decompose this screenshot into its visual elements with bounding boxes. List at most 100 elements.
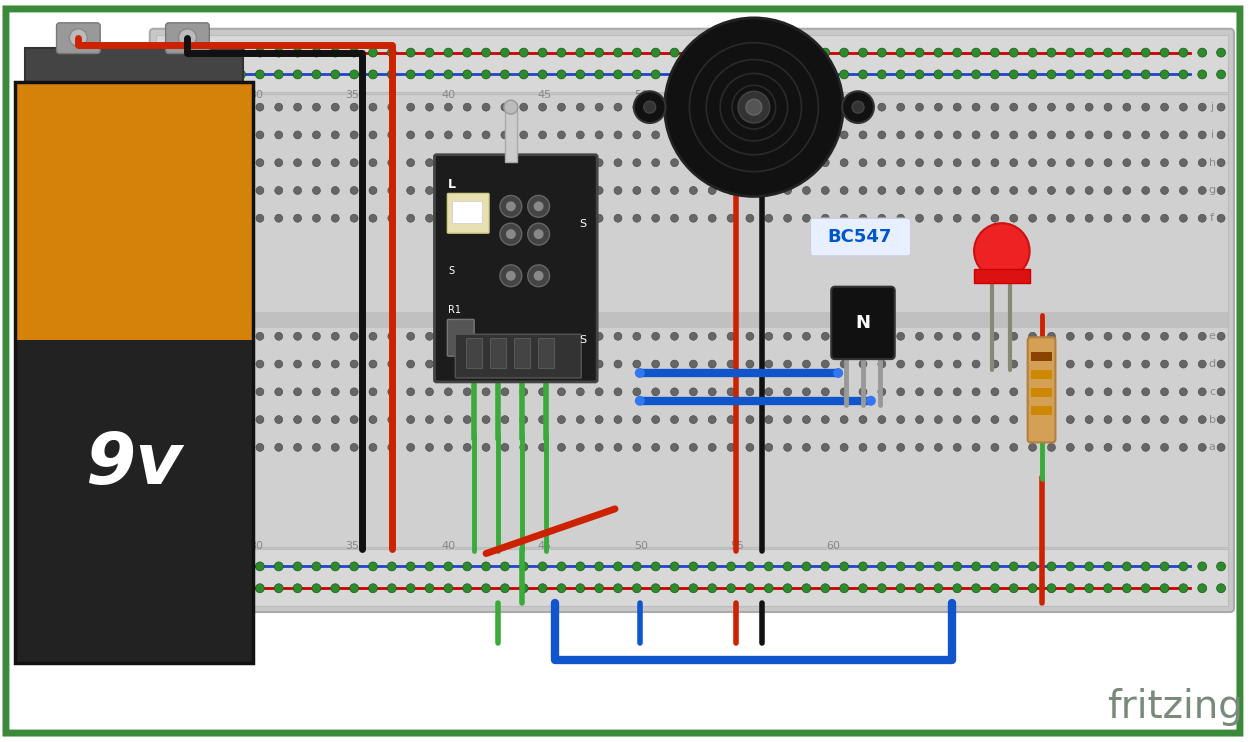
Circle shape [878, 159, 885, 167]
Circle shape [916, 562, 924, 571]
Circle shape [294, 159, 301, 167]
Circle shape [237, 159, 245, 167]
Circle shape [991, 159, 999, 167]
Bar [466, 338, 482, 368]
Circle shape [821, 186, 829, 194]
Circle shape [916, 186, 923, 194]
Circle shape [708, 103, 716, 111]
Circle shape [313, 214, 320, 222]
Circle shape [840, 103, 848, 111]
Circle shape [577, 416, 584, 424]
Circle shape [69, 29, 87, 47]
Circle shape [294, 186, 301, 194]
Circle shape [859, 103, 867, 111]
Circle shape [594, 48, 604, 57]
Circle shape [294, 103, 301, 111]
Bar [25, 47, 242, 82]
Circle shape [953, 48, 962, 57]
Circle shape [1123, 584, 1132, 593]
Circle shape [953, 416, 961, 424]
Circle shape [534, 271, 544, 280]
Circle shape [1179, 48, 1188, 57]
Circle shape [934, 584, 943, 593]
Circle shape [953, 584, 962, 593]
Circle shape [1010, 416, 1017, 424]
Circle shape [1198, 70, 1207, 79]
Circle shape [784, 444, 791, 451]
Circle shape [294, 332, 301, 341]
Circle shape [219, 131, 226, 139]
Circle shape [652, 388, 659, 395]
Circle shape [539, 214, 546, 222]
Circle shape [934, 332, 942, 341]
FancyBboxPatch shape [447, 319, 475, 356]
Circle shape [313, 360, 320, 368]
Circle shape [1198, 360, 1206, 368]
Circle shape [313, 444, 320, 451]
Circle shape [916, 159, 923, 167]
Circle shape [407, 186, 414, 194]
Bar [505, 107, 516, 162]
Circle shape [765, 332, 772, 341]
Circle shape [613, 584, 623, 593]
Circle shape [859, 444, 867, 451]
Circle shape [859, 360, 867, 368]
Circle shape [1123, 360, 1130, 368]
Circle shape [519, 70, 529, 79]
Text: S: S [580, 335, 587, 345]
Circle shape [236, 584, 245, 593]
Circle shape [481, 70, 491, 79]
Circle shape [1217, 70, 1226, 79]
Circle shape [1010, 214, 1017, 222]
Circle shape [528, 265, 550, 286]
Circle shape [275, 131, 283, 139]
Circle shape [707, 48, 717, 57]
Circle shape [840, 186, 848, 194]
Circle shape [972, 562, 981, 571]
Circle shape [633, 103, 641, 111]
Circle shape [859, 562, 868, 571]
Circle shape [219, 186, 226, 194]
Circle shape [859, 70, 868, 79]
Circle shape [669, 70, 679, 79]
Circle shape [878, 103, 885, 111]
Circle shape [595, 388, 603, 395]
Circle shape [784, 562, 793, 571]
Circle shape [651, 584, 661, 593]
Circle shape [1123, 416, 1130, 424]
Circle shape [1085, 103, 1093, 111]
Circle shape [1123, 332, 1130, 341]
Circle shape [953, 186, 961, 194]
Circle shape [388, 444, 396, 451]
Circle shape [332, 416, 339, 424]
Circle shape [708, 214, 716, 222]
Circle shape [332, 332, 339, 341]
Circle shape [463, 416, 471, 424]
Bar [15, 341, 252, 663]
Circle shape [1066, 332, 1074, 341]
Text: f: f [1210, 213, 1215, 223]
Circle shape [219, 360, 226, 368]
Circle shape [765, 444, 772, 451]
Circle shape [520, 416, 528, 424]
Circle shape [482, 360, 490, 368]
Circle shape [739, 91, 770, 123]
Circle shape [1217, 416, 1225, 424]
Circle shape [1029, 562, 1037, 571]
Circle shape [256, 131, 264, 139]
Circle shape [690, 131, 697, 139]
Circle shape [614, 332, 622, 341]
Circle shape [520, 103, 528, 111]
Circle shape [652, 131, 659, 139]
FancyBboxPatch shape [149, 29, 1233, 612]
Circle shape [1142, 444, 1149, 451]
Circle shape [388, 103, 396, 111]
Circle shape [407, 214, 414, 222]
Circle shape [425, 48, 435, 57]
Text: 30: 30 [249, 541, 263, 551]
Text: 35: 35 [345, 91, 359, 100]
Circle shape [632, 48, 642, 57]
Circle shape [614, 388, 622, 395]
Text: 45: 45 [538, 541, 551, 551]
Circle shape [506, 201, 516, 211]
